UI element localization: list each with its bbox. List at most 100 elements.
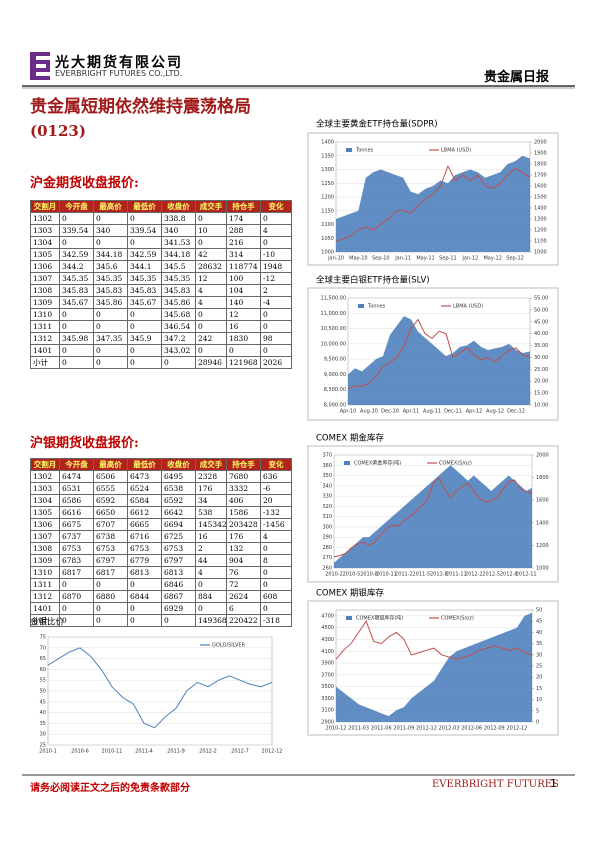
table-cell: 342.59: [59, 248, 94, 261]
x-tick-label: 2012-12: [262, 749, 283, 755]
table-cell: 345.86: [161, 296, 196, 309]
table-cell: 0: [260, 542, 292, 555]
y2-tick-label: 1600: [534, 184, 547, 190]
x-tick-label: 2011-8: [430, 572, 448, 578]
y-tick-label: 65: [40, 656, 46, 662]
table-cell: 608: [260, 590, 292, 603]
x-tick-label: Aug-12: [486, 409, 504, 415]
table-cell: 1401: [30, 344, 60, 357]
table-cell: 118774: [226, 260, 261, 273]
date-code: (0123): [30, 122, 86, 140]
chart-title: COMEX 期金库存: [316, 433, 384, 444]
table-cell: 6586: [59, 494, 94, 507]
area: [348, 316, 530, 405]
table-cell: 6817: [93, 566, 128, 579]
table-cell: 0: [127, 308, 162, 321]
x-tick-label: 2012-8: [500, 572, 518, 578]
table-cell: 0: [161, 614, 196, 627]
y-tick-label: 45: [40, 699, 46, 705]
x-tick-label: Sep-10: [372, 256, 390, 262]
table-cell: 6753: [59, 542, 94, 555]
table-cell: 0: [93, 236, 128, 249]
company-en: EVERBRIGHT FUTURES CO.,LTD.: [55, 69, 183, 78]
table-cell: 2026: [260, 356, 292, 369]
table-cell: 345.6: [93, 260, 128, 273]
table-cell: 0: [195, 308, 227, 321]
column-header: 最高价: [93, 200, 128, 213]
table-cell: 0: [127, 344, 162, 357]
chart-frame: [307, 287, 559, 421]
column-header: 成交手: [195, 458, 227, 471]
table-cell: 0: [260, 212, 292, 225]
legend-swatch: [346, 148, 352, 152]
table-cell: 28632: [195, 260, 227, 273]
brand: EVERBRIGHT FUTURES: [432, 779, 559, 790]
table-row: 1302 6474 6506 6473 6495 2328 7680 636: [30, 470, 292, 483]
table-cell: 216: [226, 236, 261, 249]
x-tick-label: 2012-2: [199, 749, 217, 755]
table-cell: 1401: [30, 602, 60, 615]
table-cell: 338.8: [161, 212, 196, 225]
table-cell: 0: [59, 308, 94, 321]
x-tick-label: May-12: [483, 256, 501, 262]
x-tick-label: May-10: [349, 256, 367, 262]
table-cell: 0: [260, 308, 292, 321]
legend-label: LBMA (USD): [441, 148, 471, 154]
table-cell: 6707: [93, 518, 128, 531]
y-tick-label: 1200: [321, 195, 334, 201]
column-header: 最低价: [127, 200, 162, 213]
y-tick-label: 1000: [321, 250, 334, 256]
table-cell: 1307: [30, 272, 60, 285]
table-cell: 6650: [93, 506, 128, 519]
table-cell: 0: [93, 320, 128, 333]
table-cell: 6584: [127, 494, 162, 507]
table-cell: 6797: [161, 554, 196, 567]
table-row: 1308 345.83 345.83 345.83 345.83 4 104 2: [30, 284, 292, 297]
y-tick-label: 290: [322, 535, 332, 541]
table-cell: 98: [260, 332, 292, 345]
table-row: 1305 342.59 344.18 342.59 344.18 42 314 -10: [30, 248, 292, 261]
y2-tick-label: 1800: [534, 162, 547, 168]
table-cell: 636: [260, 470, 292, 483]
table-cell: 6592: [161, 494, 196, 507]
x-tick-label: 2010-8: [360, 572, 378, 578]
table-cell: 174: [226, 212, 261, 225]
x-tick-label: 2012-7: [231, 749, 249, 755]
y-tick-label: 1100: [321, 222, 334, 228]
table-cell: 339.54: [59, 224, 94, 237]
column-header: 最低价: [127, 458, 162, 471]
y-tick-label: 30: [40, 732, 46, 738]
table-row: 1309 6783 6797 6779 6797 44 904 8: [30, 554, 292, 567]
table-cell: 314: [226, 248, 261, 261]
y2-tick-label: 25.00: [534, 367, 548, 373]
table-row: 1310 0 0 0 345.68 0 12 0: [30, 308, 292, 321]
y-tick-label: 370: [322, 453, 332, 459]
y-tick-label: 1350: [321, 153, 334, 159]
y2-tick-label: 1400: [536, 520, 549, 526]
disclaimer: 请务必阅读正文之后的免责条款部分: [30, 783, 190, 794]
table-cell: 343.02: [161, 344, 196, 357]
table-cell: 2328: [195, 470, 227, 483]
table-cell: 1307: [30, 530, 60, 543]
table-cell: 1304: [30, 236, 60, 249]
table-cell: 0: [127, 602, 162, 615]
y-tick-label: 70: [40, 645, 46, 651]
table-cell: 6612: [127, 506, 162, 519]
y-tick-label: 1400: [321, 140, 334, 146]
table-cell: 0: [260, 344, 292, 357]
y-tick-label: 360: [322, 463, 332, 469]
table-cell: -318: [260, 614, 292, 627]
table-row: 1307 6737 6738 6716 6725 16 176 4: [30, 530, 292, 543]
table-cell: 340: [93, 224, 128, 237]
y2-tick-label: 1900: [534, 151, 547, 157]
legend-swatch: [346, 616, 352, 620]
x-tick-label: 2010-2: [325, 572, 343, 578]
table-cell: 0: [93, 614, 128, 627]
table-cell: 3332: [226, 482, 261, 495]
table-cell: 6753: [127, 542, 162, 555]
y2-tick-label: 55.00: [534, 296, 548, 302]
column-header: 变化: [260, 200, 292, 213]
table-cell: 345.67: [127, 296, 162, 309]
table-cell: 132: [226, 542, 261, 555]
table-cell: 0: [59, 578, 94, 591]
